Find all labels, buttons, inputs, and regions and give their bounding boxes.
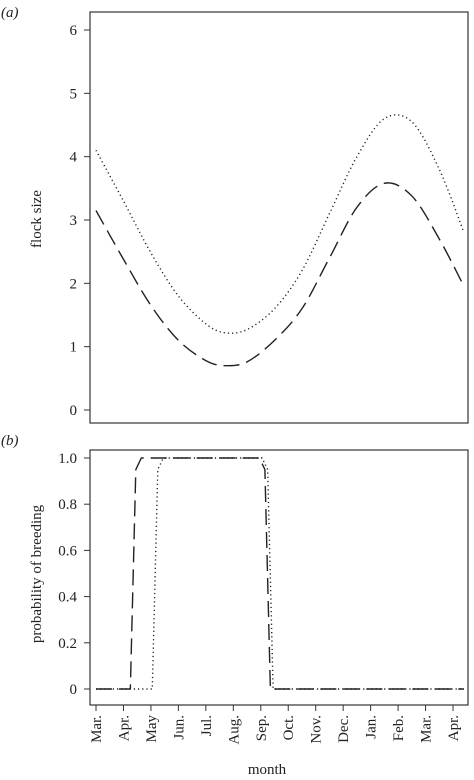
panel-b-x-tick-label: Apr.	[116, 715, 132, 741]
panel-b-x-tick-label: Jun.	[171, 715, 187, 740]
panel-b-dotted-line	[96, 457, 464, 690]
panel-b-x-tick-label: Nov.	[309, 715, 325, 744]
panel-b-y-tick-label: 0.6	[58, 543, 77, 559]
panel-b-dashed-line	[96, 457, 464, 690]
panel-a-y-axis: 0 1 2 3 4 5 6	[70, 23, 90, 419]
panel-a-label: (a)	[1, 5, 19, 21]
panel-b-x-tick-label: Sep.	[254, 715, 270, 741]
panel-a-y-tick-label: 6	[70, 23, 78, 39]
panel-b-y-tick-label: 0.2	[58, 636, 77, 652]
panel-b-frame	[89, 449, 469, 706]
panel-a: (a) 0 1 2 3 4 5 6 flock size	[1, 5, 469, 424]
panel-b-x-tick-label: Jan.	[364, 715, 380, 739]
panel-a-y-tick-label: 5	[70, 86, 78, 102]
panel-b-x-axis-title: month	[248, 762, 287, 778]
panel-a-dotted-line	[95, 114, 465, 334]
panel-b-y-tick-label: 0.8	[58, 497, 77, 513]
panel-a-y-tick-label: 3	[70, 213, 78, 229]
panel-b-y-axis: 0 0.2 0.4 0.6 0.8 1.0	[58, 451, 90, 698]
panel-b-x-tick-label: Feb.	[391, 715, 407, 741]
panel-b-x-tick-label: Mar.	[89, 715, 105, 743]
panel-b-x-tick-label: Apr.	[446, 715, 462, 741]
panel-b-x-tick-label: Mar.	[419, 715, 435, 743]
panel-a-y-axis-title: flock size	[29, 190, 45, 248]
panel-a-y-tick-label: 4	[70, 150, 78, 166]
panel-a-dashed-line	[95, 182, 465, 367]
panel-b-y-tick-label: 0	[70, 682, 78, 698]
panel-b-x-tick-label: Oct.	[281, 715, 297, 740]
panel-b-lines	[96, 457, 464, 690]
panel-b-x-tick-label: Aug.	[226, 715, 242, 745]
panel-b-label: (b)	[1, 433, 19, 449]
panel-b-y-axis-title: probability of breeding	[29, 504, 45, 643]
panel-a-y-tick-label: 1	[70, 340, 78, 356]
panel-a-lines	[95, 114, 465, 367]
panel-b-y-tick-label: 0.4	[58, 590, 77, 606]
panel-a-frame	[89, 11, 469, 424]
panel-b-x-tick-label: May	[144, 715, 160, 743]
panel-b-x-tick-label: Jul.	[199, 715, 215, 736]
panel-b-x-tick-label: Dec.	[336, 715, 352, 743]
panel-b: (b) 0 0.2 0.4 0.6 0.8 1.0 probability of bree…	[1, 433, 469, 778]
panel-a-y-tick-label: 0	[70, 403, 78, 419]
panel-a-y-tick-label: 2	[70, 276, 78, 292]
panel-b-y-tick-label: 1.0	[58, 451, 77, 467]
panel-b-x-axis: Mar. Apr. May Jun. Jul. Aug. Sep. Oct. Nov. Dec. J…	[89, 705, 462, 745]
